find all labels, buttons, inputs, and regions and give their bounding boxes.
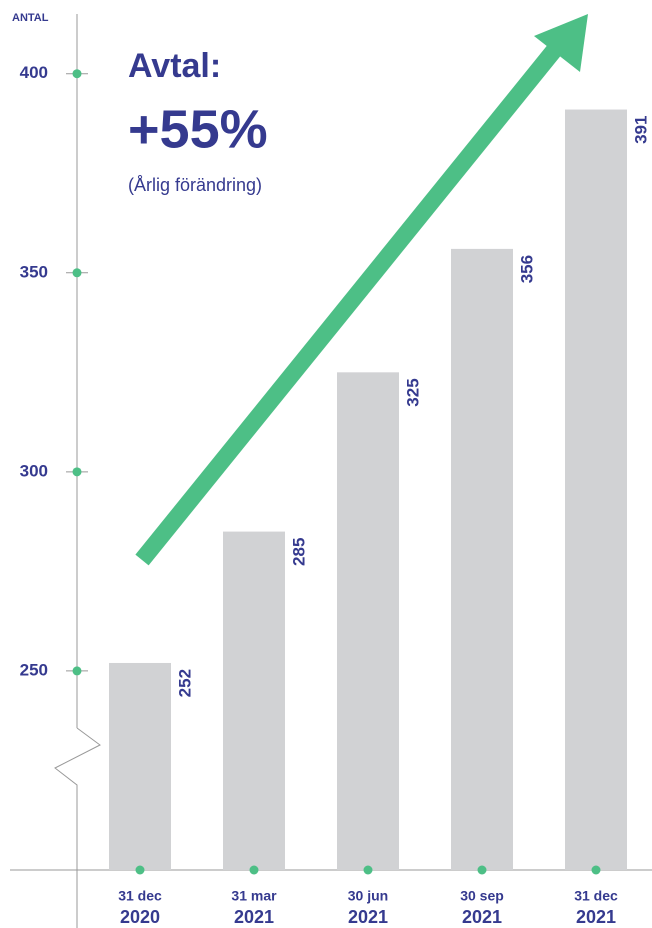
x-tick-label: 2020 [120, 907, 160, 927]
bar [451, 248, 513, 870]
bar [109, 662, 171, 870]
x-tick-label: 2021 [576, 907, 616, 927]
value-label: 285 [289, 538, 308, 566]
category-dot [249, 865, 259, 875]
x-tick-label: 31 dec [574, 888, 618, 904]
x-tick-label: 31 dec [118, 888, 162, 904]
y-axis-label: ANTAL [12, 12, 49, 24]
bar [337, 372, 399, 870]
category-dot [591, 865, 601, 875]
value-label: 356 [517, 255, 536, 283]
annotation: +55% [128, 99, 268, 159]
tick-dot [72, 666, 82, 676]
value-label: 252 [175, 669, 194, 697]
y-tick-label: 300 [20, 461, 48, 480]
x-tick-label: 2021 [462, 907, 502, 927]
tick-dot [72, 69, 82, 79]
x-tick-label: 31 mar [231, 888, 277, 904]
category-dot [135, 865, 145, 875]
trend-arrow [135, 42, 563, 566]
annotation: Avtal: [128, 47, 221, 85]
y-tick-label: 400 [20, 63, 48, 82]
annotation: (Årlig förändring) [128, 175, 262, 195]
tick-dot [72, 467, 82, 477]
x-tick-label: 30 sep [460, 888, 504, 904]
value-label: 325 [403, 378, 422, 406]
x-tick-label: 2021 [234, 907, 274, 927]
trend-arrow-head [534, 14, 588, 72]
y-tick-label: 350 [20, 262, 48, 281]
x-tick-label: 30 jun [348, 888, 388, 904]
bar [223, 531, 285, 870]
axis-break [54, 727, 101, 928]
y-tick-label: 250 [20, 660, 48, 679]
category-dot [477, 865, 487, 875]
tick-dot [72, 268, 82, 278]
value-label: 391 [631, 116, 650, 144]
category-dot [363, 865, 373, 875]
x-tick-label: 2021 [348, 907, 388, 927]
bar [565, 109, 627, 871]
